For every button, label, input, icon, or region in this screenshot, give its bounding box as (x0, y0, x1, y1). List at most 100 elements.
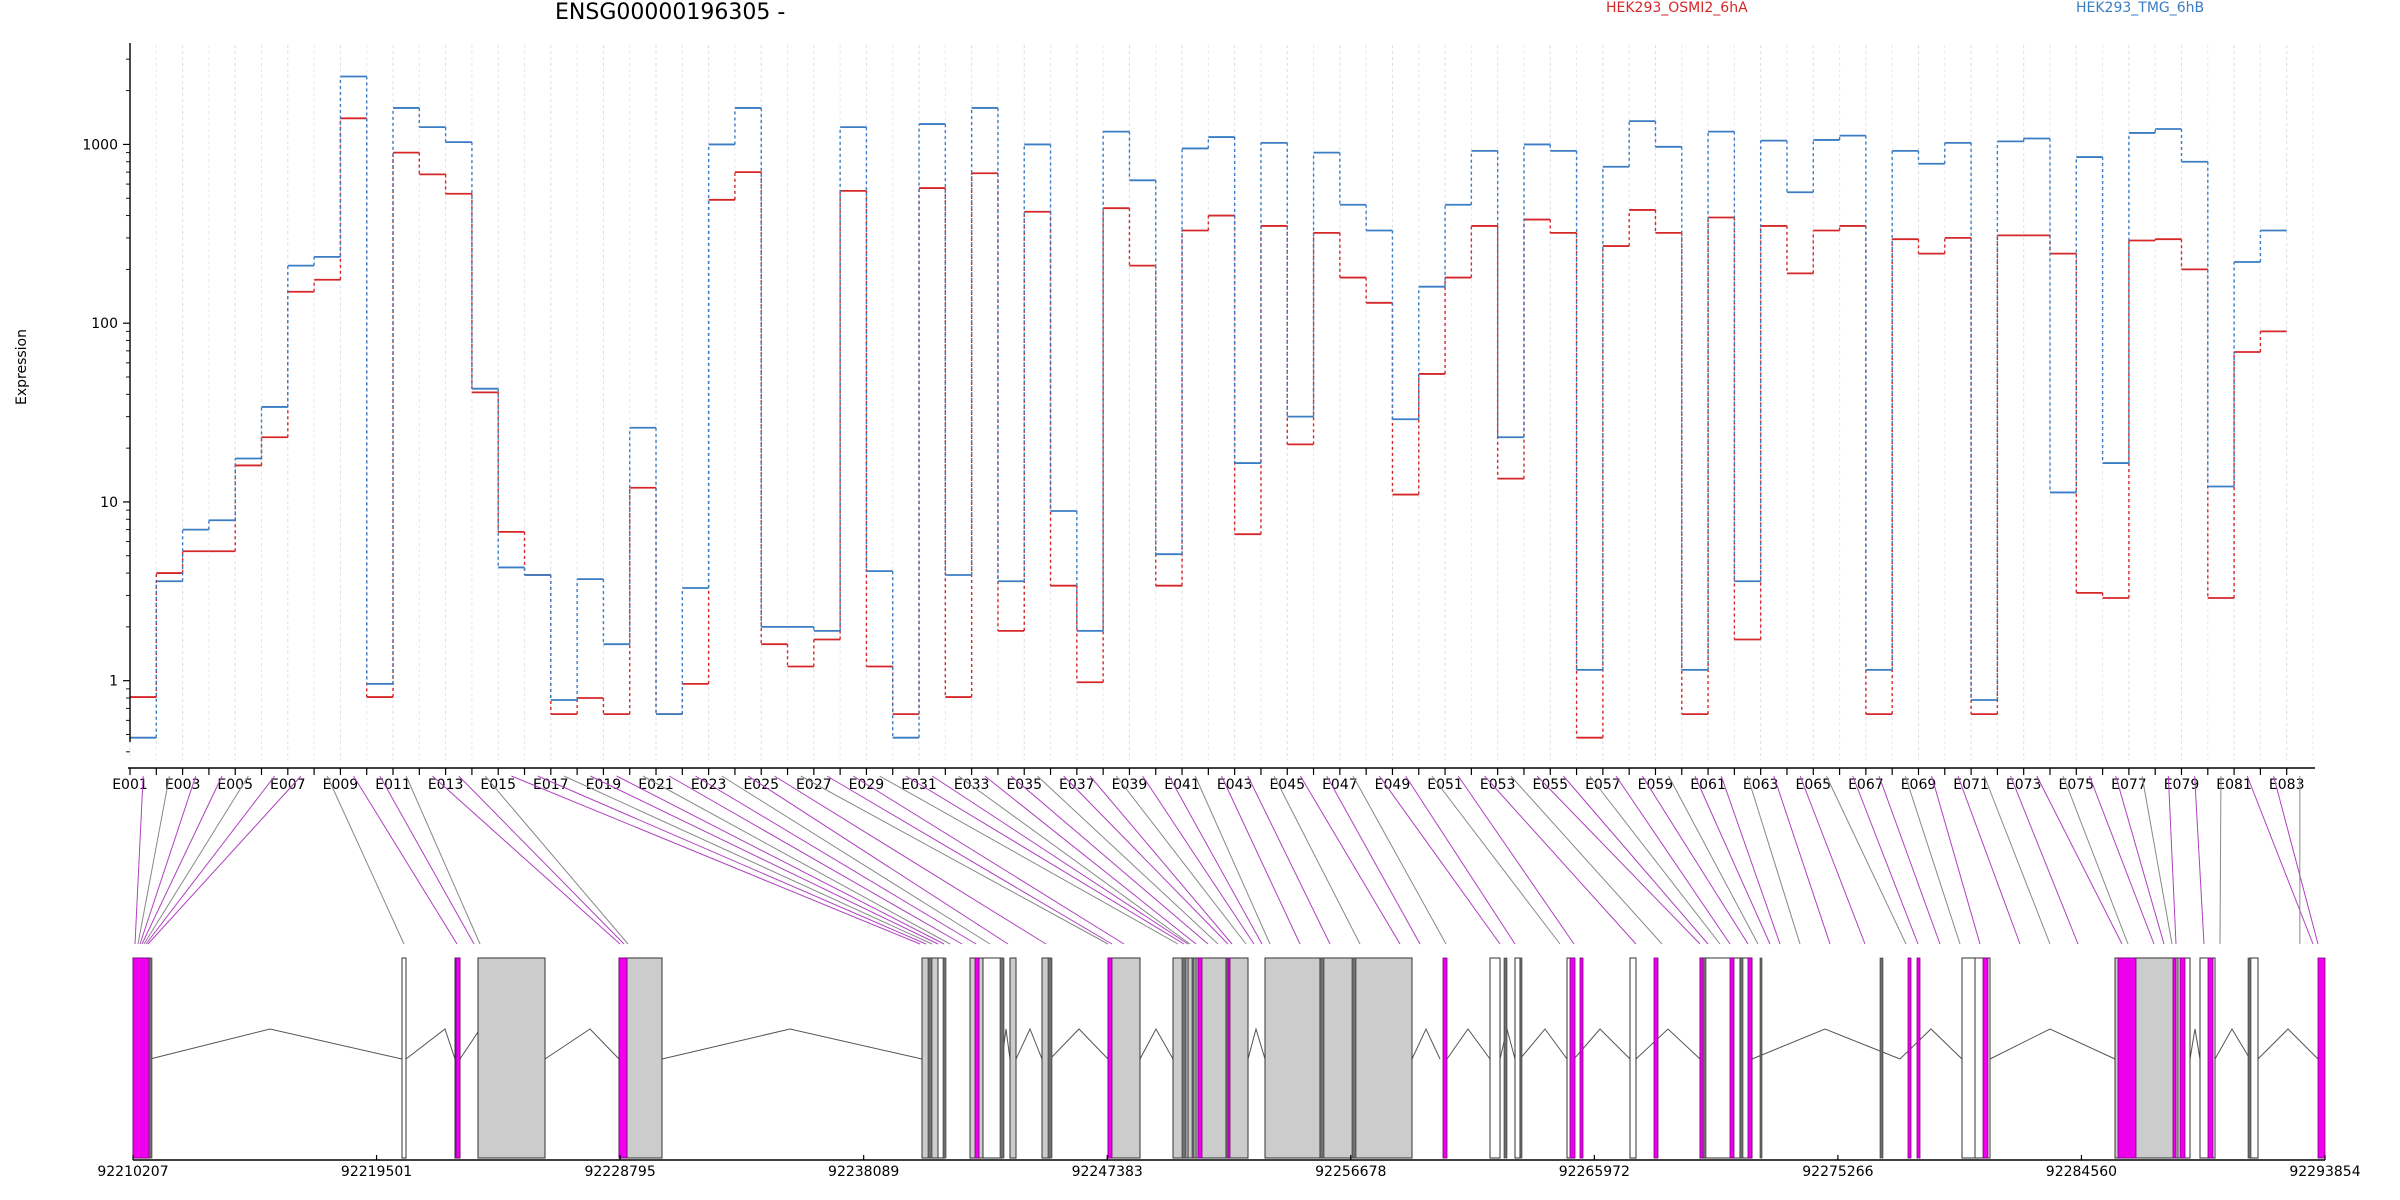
exon-bin (1181, 957, 1187, 1159)
connector-e026 (800, 775, 1109, 945)
intron (1247, 1027, 1266, 1060)
intron (544, 1028, 620, 1060)
exon-bin (1225, 957, 1229, 1159)
x-tick-label-e067: E067 (1848, 777, 1884, 793)
connector-e017 (563, 775, 933, 945)
exon-bin (1191, 957, 1195, 1159)
connector-e052 (1484, 775, 1637, 945)
exon-block (1961, 957, 1976, 1159)
x-tick-label-e031: E031 (901, 777, 937, 793)
x-tick-label-e005: E005 (217, 777, 253, 793)
intron (2189, 1028, 2201, 1060)
intron (1519, 1028, 1568, 1060)
connector-e078 (2167, 775, 2177, 945)
legend-series-b: HEK293_TMG_6hB (2076, 0, 2205, 16)
exon-block (1489, 957, 1501, 1159)
exon-bin-highlight (1569, 957, 1576, 1159)
exon-bin-highlight (1653, 957, 1659, 1159)
connector-e043 (1247, 775, 1331, 945)
connector-e015 (511, 775, 921, 945)
connector-e023 (721, 775, 991, 945)
exon-bin-highlight (618, 957, 628, 1159)
x-tick-label-e019: E019 (586, 777, 622, 793)
connector-e006 (145, 775, 276, 945)
connector-e079 (2194, 775, 2205, 945)
intron (1049, 1028, 1109, 1060)
connector-e005 (143, 775, 249, 945)
connector-e077 (2141, 775, 2173, 945)
connector-e012 (432, 775, 621, 945)
intron (149, 1028, 403, 1060)
connector-e001 (134, 775, 144, 945)
x-tick-label-e027: E027 (796, 777, 832, 793)
connector-e003 (139, 775, 197, 945)
exon-bin (1702, 957, 1707, 1159)
exon-block (626, 957, 663, 1159)
x-tick-label-e001: E001 (112, 777, 148, 793)
genomic-tick-label: 92284560 (2046, 1164, 2117, 1180)
exon-bin (1759, 957, 1763, 1159)
connector-e018 (590, 775, 939, 945)
x-tick-label-e009: E009 (323, 777, 359, 793)
x-tick-label-e029: E029 (849, 777, 885, 793)
exon-bin (1519, 957, 1523, 1159)
intron (2214, 1028, 2251, 1060)
connector-e053 (1510, 775, 1663, 945)
x-tick-label-e073: E073 (2006, 777, 2042, 793)
connector-e022 (695, 775, 977, 945)
connector-e030 (905, 775, 1185, 945)
exon-bin-highlight (1916, 957, 1921, 1159)
exon-bin (2247, 957, 2252, 1159)
connector-e071 (1983, 775, 2051, 945)
connector-e058 (1641, 775, 1749, 945)
connector-e032 (958, 775, 1191, 945)
connector-e049 (1405, 775, 1516, 945)
x-tick-label-e057: E057 (1585, 777, 1621, 793)
exon-bin-highlight (1982, 957, 1989, 1159)
exon-bin-highlight (2317, 957, 2326, 1159)
connector-e074 (2062, 775, 2129, 945)
exon-block (1629, 957, 1637, 1159)
connector-e062 (1747, 775, 1801, 945)
exon-block (1107, 957, 1141, 1159)
genomic-tick-label: 92228795 (584, 1164, 655, 1180)
x-tick-label-e015: E015 (480, 777, 516, 793)
exon-bin (1047, 957, 1053, 1159)
legend-series-a: HEK293_OSMI2_6hA (1606, 0, 1748, 16)
exon-bin-highlight (132, 957, 151, 1159)
connector-e021 (668, 775, 963, 945)
connector-e045 (1299, 775, 1401, 945)
x-tick-label-e041: E041 (1164, 777, 1200, 793)
connector-e019 (616, 775, 945, 945)
genomic-tick-label: 92275266 (1802, 1164, 1873, 1180)
intron (1499, 1028, 1516, 1060)
genomic-tick-label: 92210207 (97, 1164, 168, 1180)
x-tick-label-e049: E049 (1375, 777, 1411, 793)
intron (1989, 1028, 2116, 1060)
x-tick-label-e021: E021 (638, 777, 674, 793)
exon-bin-highlight (455, 957, 461, 1159)
x-tick-label-e045: E045 (1269, 777, 1305, 793)
connector-e067 (1878, 775, 1941, 945)
series-layer (130, 75, 2287, 739)
x-tick-label-e083: E083 (2269, 777, 2305, 793)
intron (459, 1027, 481, 1060)
connector-e056 (1589, 775, 1721, 945)
genomic-tick-label: 92265972 (1559, 1164, 1630, 1180)
x-tick-label-e037: E037 (1059, 777, 1095, 793)
exon-bin-highlight (1579, 957, 1584, 1159)
connector-e033 (984, 775, 1197, 945)
connector-e076 (2115, 775, 2165, 945)
connector-e066 (1852, 775, 1919, 945)
x-tick-label-e071: E071 (1953, 777, 1989, 793)
x-tick-label-e035: E035 (1006, 777, 1042, 793)
exon-block (1354, 957, 1413, 1159)
x-tick-label-e081: E081 (2216, 777, 2252, 793)
x-tick-label-e043: E043 (1217, 777, 1253, 793)
exon-bin (148, 957, 153, 1159)
exon-bin-highlight (1107, 957, 1113, 1159)
exon-bin (999, 957, 1005, 1159)
exon-bin (1739, 957, 1744, 1159)
page-title: ENSG00000196305 - (555, 0, 786, 25)
x-tick-label-e039: E039 (1112, 777, 1148, 793)
